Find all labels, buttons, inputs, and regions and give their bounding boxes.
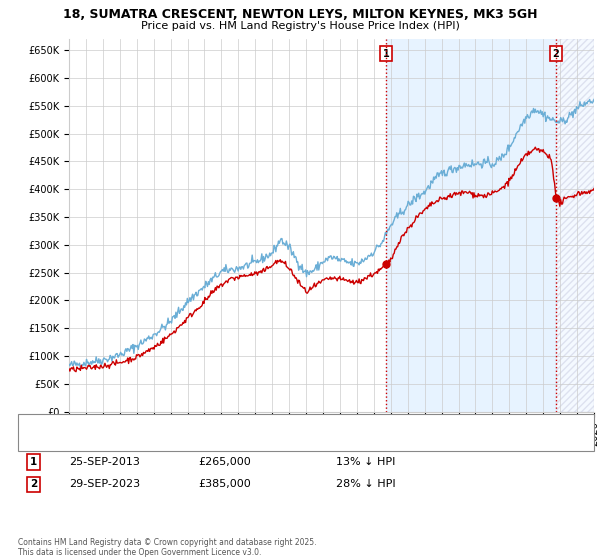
Text: 25-SEP-2013: 25-SEP-2013 (69, 457, 140, 467)
Text: 29-SEP-2023: 29-SEP-2023 (69, 479, 140, 489)
Text: 13% ↓ HPI: 13% ↓ HPI (336, 457, 395, 467)
Bar (556, 39, 594, 412)
Text: 28% ↓ HPI: 28% ↓ HPI (336, 479, 395, 489)
Text: £385,000: £385,000 (198, 479, 251, 489)
Text: £265,000: £265,000 (198, 457, 251, 467)
Text: 18, SUMATRA CRESCENT, NEWTON LEYS, MILTON KEYNES, MK3 5GH: 18, SUMATRA CRESCENT, NEWTON LEYS, MILTO… (63, 8, 537, 21)
Text: HPI: Average price, detached house, Milton Keynes: HPI: Average price, detached house, Milt… (78, 438, 343, 448)
Text: Contains HM Land Registry data © Crown copyright and database right 2025.
This d: Contains HM Land Registry data © Crown c… (18, 538, 317, 557)
Text: 1: 1 (30, 457, 37, 467)
Bar (386, 39, 556, 412)
Text: 1: 1 (383, 49, 389, 58)
Text: 18, SUMATRA CRESCENT, NEWTON LEYS, MILTON KEYNES, MK3 5GH (detached house): 18, SUMATRA CRESCENT, NEWTON LEYS, MILTO… (78, 417, 526, 427)
Text: ─────: ───── (33, 438, 67, 448)
Text: 2: 2 (30, 479, 37, 489)
Text: Price paid vs. HM Land Registry's House Price Index (HPI): Price paid vs. HM Land Registry's House … (140, 21, 460, 31)
Text: 2: 2 (553, 49, 559, 58)
Text: ─────: ───── (33, 417, 67, 427)
